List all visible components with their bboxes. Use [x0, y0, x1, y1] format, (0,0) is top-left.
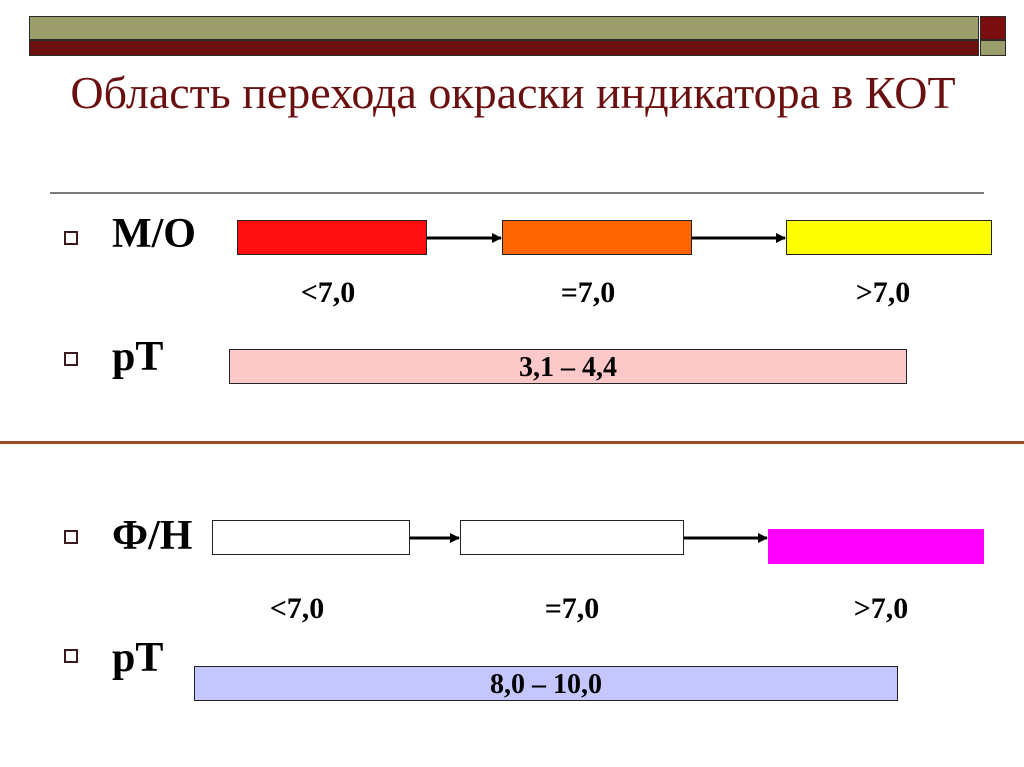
section-separator: [0, 441, 1024, 444]
mo-ph-label-basic: >7,0: [855, 276, 911, 309]
pp-ph-label-basic: >7,0: [853, 592, 909, 625]
pp-label: Ф/Н: [112, 513, 193, 559]
header-square-olive: [980, 40, 1006, 56]
header-bar-maroon: [29, 40, 979, 56]
header-bar-olive: [29, 16, 979, 40]
mo-box-basic: [786, 220, 992, 255]
bullet-icon: [64, 231, 78, 245]
mo-label: М/О: [112, 211, 196, 257]
mo-ph-label-neutral: =7,0: [560, 276, 616, 309]
title-underline: [50, 192, 984, 194]
mo-range-label: рТ: [112, 334, 164, 380]
mo-transition-range-box: 3,1 – 4,4: [229, 349, 907, 384]
pp-range-label: рТ: [112, 635, 164, 681]
bullet-icon: [64, 530, 78, 544]
mo-box-acid: [237, 220, 427, 255]
pp-ph-label-acid: <7,0: [269, 592, 325, 625]
header-square-maroon: [980, 16, 1006, 40]
mo-box-neutral: [502, 220, 692, 255]
pp-transition-range-box: 8,0 – 10,0: [194, 666, 898, 701]
pp-transition-range: 8,0 – 10,0: [490, 669, 602, 700]
slide-title: Область перехода окраски индикатора в КО…: [70, 67, 956, 118]
mo-transition-range: 3,1 – 4,4: [519, 352, 617, 383]
bullet-icon: [64, 649, 78, 663]
mo-ph-label-acid: <7,0: [300, 276, 356, 309]
pp-box-basic: [768, 529, 984, 564]
bullet-icon: [64, 352, 78, 366]
pp-ph-label-neutral: =7,0: [544, 592, 600, 625]
pp-box-neutral: [460, 520, 684, 555]
pp-box-acid: [212, 520, 410, 555]
